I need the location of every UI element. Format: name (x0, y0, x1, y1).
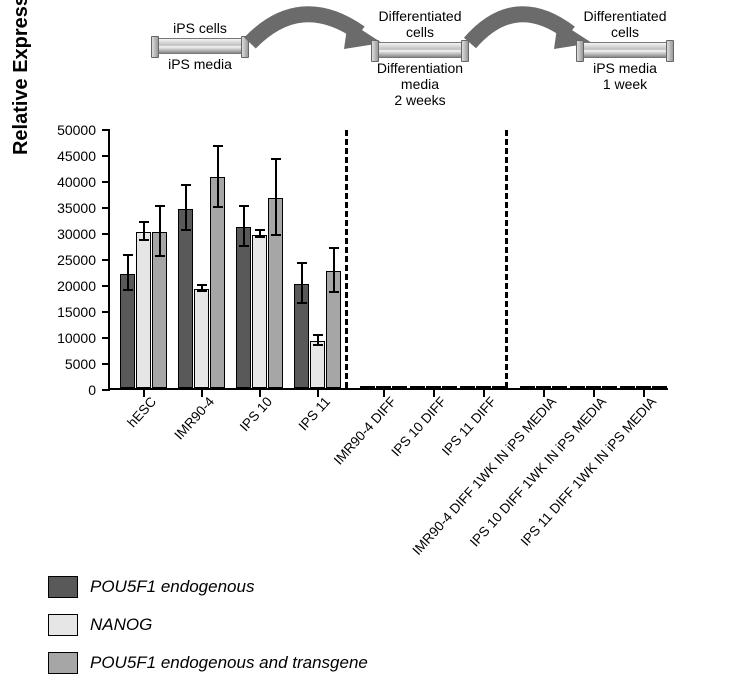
bar (410, 386, 425, 388)
bar (152, 232, 167, 388)
bar (652, 386, 667, 388)
x-category-label: IPS 10 (236, 394, 274, 434)
legend-swatch (48, 576, 78, 598)
flow-stage-3: Differentiated cells iPS media 1 week (550, 8, 700, 92)
error-bar (217, 145, 219, 207)
dish-icon (154, 38, 246, 54)
bar (636, 386, 651, 388)
bar (552, 386, 567, 388)
error-bar (243, 205, 245, 247)
bar (476, 386, 491, 388)
y-tick-label: 50000 (26, 122, 96, 138)
error-bar (159, 205, 161, 257)
y-tick-label: 25000 (26, 252, 96, 268)
legend-swatch (48, 614, 78, 636)
legend-label: POU5F1 endogenous and transgene (90, 653, 368, 673)
bar-group (236, 128, 283, 388)
flow-stage-3-sub: iPS media 1 week (550, 60, 700, 92)
y-tick-label: 5000 (26, 356, 96, 372)
dish-icon (374, 42, 466, 58)
y-tick-label: 45000 (26, 148, 96, 164)
y-tick-label: 10000 (26, 330, 96, 346)
bar-group (520, 128, 567, 388)
error-bar (333, 247, 335, 294)
y-tick-label: 15000 (26, 304, 96, 320)
bar (586, 386, 601, 388)
bar (252, 235, 267, 388)
bar-group (294, 128, 341, 388)
flow-stage-3-title: Differentiated cells (550, 8, 700, 40)
bar (392, 386, 407, 388)
bar-group (620, 128, 667, 388)
error-bar (143, 221, 145, 242)
experimental-flow: iPS cells iPS media Differentiated cells… (130, 8, 690, 126)
legend-item: POU5F1 endogenous and transgene (48, 652, 368, 674)
section-divider (345, 130, 348, 388)
bar (120, 274, 135, 388)
bar (602, 386, 617, 388)
error-bar (127, 254, 129, 290)
bar-group (460, 128, 507, 388)
plot-area: 0500010000150002000025000300003500040000… (108, 130, 668, 390)
error-bar (301, 262, 303, 304)
y-tick-label: 40000 (26, 174, 96, 190)
y-tick-label: 35000 (26, 200, 96, 216)
bar-group (178, 128, 225, 388)
bar (136, 232, 151, 388)
y-tick-label: 20000 (26, 278, 96, 294)
bar (360, 386, 375, 388)
legend-label: NANOG (90, 615, 152, 635)
error-bar (185, 184, 187, 231)
legend-swatch (48, 652, 78, 674)
bar-group (120, 128, 167, 388)
legend-item: POU5F1 endogenous (48, 576, 368, 598)
expression-chart: Relative Expression 05000100001500020000… (18, 130, 718, 510)
x-category-label: IPS 11 (295, 394, 333, 433)
y-tick-label: 0 (26, 382, 96, 398)
legend: POU5F1 endogenous NANOG POU5F1 endogenous … (48, 576, 368, 690)
error-bar (275, 158, 277, 236)
dish-icon (579, 42, 671, 58)
bar (178, 209, 193, 388)
bar (460, 386, 475, 388)
bar (194, 289, 209, 388)
bar (268, 198, 283, 388)
bar (294, 284, 309, 388)
error-bar (317, 334, 319, 346)
bar (492, 386, 507, 388)
bar (520, 386, 535, 388)
bar (376, 386, 391, 388)
bar (210, 177, 225, 388)
bar (442, 386, 457, 388)
legend-item: NANOG (48, 614, 368, 636)
bar-group (410, 128, 457, 388)
error-bar (201, 284, 203, 292)
bar (236, 227, 251, 388)
bar-group (570, 128, 617, 388)
x-category-label: IMR90-4 (171, 394, 217, 443)
error-bar (259, 229, 261, 237)
bar (536, 386, 551, 388)
bar (426, 386, 441, 388)
legend-label: POU5F1 endogenous (90, 577, 254, 597)
bar-group (360, 128, 407, 388)
bar (620, 386, 635, 388)
x-category-label: IMR90-4 DIFF (330, 394, 398, 468)
x-category-label: hESC (124, 394, 159, 430)
bar (310, 341, 325, 388)
bar (326, 271, 341, 388)
y-tick-label: 30000 (26, 226, 96, 242)
bar (570, 386, 585, 388)
